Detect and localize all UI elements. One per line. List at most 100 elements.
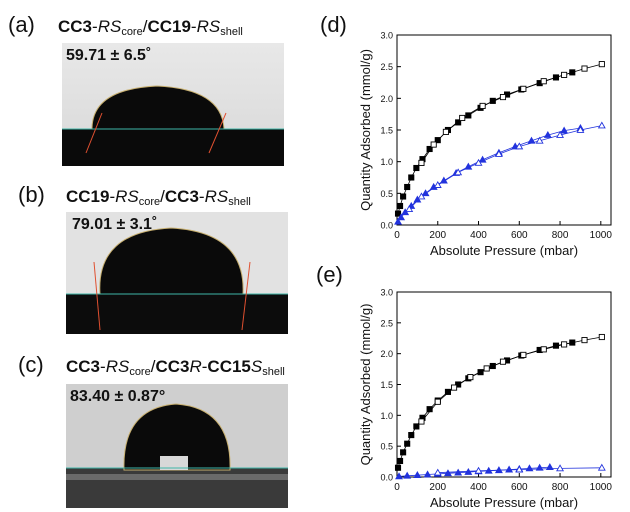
- panel-b-letter: (b): [18, 182, 45, 207]
- x-axis-label: Absolute Pressure (mbar): [430, 495, 578, 510]
- panel-c-title: CC3-RScore/CC3R-CC15Sshell: [66, 357, 285, 378]
- y-tick-label: 1.0: [380, 157, 393, 167]
- data-point: [515, 142, 524, 150]
- data-point: [474, 466, 483, 474]
- data-point: [433, 468, 442, 476]
- y-tick-label: 2.5: [380, 62, 393, 72]
- panel-a-core-label: RS: [97, 17, 122, 36]
- data-point: [455, 119, 462, 126]
- data-point: [434, 398, 441, 405]
- data-point: [545, 463, 554, 470]
- data-point: [479, 102, 486, 109]
- x-tick-label: 1000: [590, 482, 613, 493]
- y-tick-label: 3.0: [380, 31, 393, 41]
- data-point: [474, 158, 483, 166]
- y-tick-label: 1.0: [380, 411, 393, 421]
- data-point: [400, 449, 407, 456]
- plot-frame: [396, 291, 612, 478]
- data-point: [464, 162, 473, 170]
- x-tick-label: 0: [394, 482, 400, 493]
- x-tick-label: 600: [511, 230, 528, 241]
- panel-c-shell-label-b: S: [250, 357, 263, 376]
- y-tick-label: 0.0: [380, 473, 393, 483]
- y-tick-label: 1.5: [380, 126, 393, 136]
- panel-e-letter: (e): [316, 262, 343, 287]
- panel-c-shell-molecule-a: CC3: [155, 357, 190, 376]
- data-point: [418, 418, 425, 425]
- x-axis-label: Absolute Pressure (mbar): [430, 243, 578, 258]
- data-point: [454, 168, 463, 176]
- data-point: [397, 202, 404, 210]
- data-point: [598, 333, 605, 341]
- contact-angle-c: 83.40 ± 0.87°: [70, 388, 166, 405]
- data-point: [408, 432, 415, 439]
- data-point: [520, 85, 527, 92]
- data-point: [397, 213, 406, 221]
- data-point: [597, 463, 606, 471]
- panel-c-shell-label-a: R: [189, 357, 202, 376]
- data-point: [535, 136, 544, 144]
- data-point: [556, 464, 565, 472]
- data-point: [426, 145, 433, 153]
- panel-b-core-molecule: CC19: [66, 187, 110, 206]
- data-point: [576, 125, 585, 133]
- data-point: [404, 440, 411, 447]
- data-point: [405, 205, 414, 213]
- data-point: [556, 130, 565, 138]
- x-tick-label: 800: [552, 482, 569, 493]
- data-point: [408, 174, 415, 181]
- contact-angle-a: 59.71 ± 6.5˚: [66, 47, 152, 64]
- droplet-photo-a: [62, 43, 284, 166]
- isotherm-chart-d: 0.0 0.5 1.0 1.5 2.0 2.5 3.0 0 200 400 600 800 1000 Ab…: [358, 31, 613, 259]
- y-tick-label: 2.0: [380, 94, 393, 104]
- data-point: [540, 346, 547, 353]
- panel-a-shell-molecule: CC19: [147, 17, 191, 36]
- y-tick-label: 0.0: [380, 221, 393, 231]
- data-point: [413, 423, 420, 430]
- data-point: [459, 114, 466, 122]
- x-tick-label: 400: [470, 482, 487, 493]
- series-line: [397, 342, 573, 468]
- data-point: [395, 472, 404, 480]
- x-tick-label: 400: [470, 230, 487, 241]
- data-point: [433, 180, 442, 188]
- y-tick-label: 3.0: [380, 288, 393, 298]
- y-tick-label: 2.0: [380, 349, 393, 359]
- x-tick-label: 600: [511, 482, 528, 493]
- data-point: [598, 61, 605, 68]
- data-point: [520, 351, 527, 358]
- data-point: [455, 381, 462, 388]
- x-tick-label: 200: [429, 230, 446, 241]
- data-point: [499, 94, 507, 101]
- data-point: [423, 470, 432, 478]
- panel-a-core-molecule: CC3: [58, 17, 93, 36]
- panel-a-core-sub: core: [121, 26, 143, 38]
- data-point: [403, 471, 412, 479]
- series-line: [421, 336, 602, 422]
- y-axis-label: Quantity Adsorbed (mmol/g): [358, 49, 373, 211]
- data-point: [561, 71, 568, 78]
- data-point: [561, 341, 568, 348]
- panel-a-separator: /: [142, 17, 148, 36]
- panel-c-separator: /: [150, 357, 156, 376]
- data-point: [443, 469, 452, 477]
- data-point: [489, 97, 496, 104]
- panel-b-shell-sub: shell: [228, 196, 251, 208]
- panel-d-letter: (d): [320, 12, 347, 37]
- panel-c-core-sub: core: [129, 366, 151, 378]
- data-point: [418, 159, 425, 166]
- x-tick-label: 800: [552, 230, 569, 241]
- data-point: [430, 141, 437, 148]
- panel-a-shell-label: RS: [196, 17, 221, 36]
- panel-c-shell-sub: shell: [262, 366, 285, 378]
- data-point: [483, 365, 490, 372]
- x-tick-label: 1000: [590, 230, 613, 241]
- panel-c-letter: (c): [18, 352, 44, 377]
- data-point: [581, 65, 588, 72]
- panel-a-letter: (a): [8, 12, 35, 37]
- panel-b-separator: /: [160, 187, 165, 206]
- panel-a-shell-sub: shell: [220, 26, 243, 38]
- data-point: [560, 126, 569, 134]
- y-tick-label: 0.5: [380, 442, 393, 452]
- data-point: [543, 130, 552, 138]
